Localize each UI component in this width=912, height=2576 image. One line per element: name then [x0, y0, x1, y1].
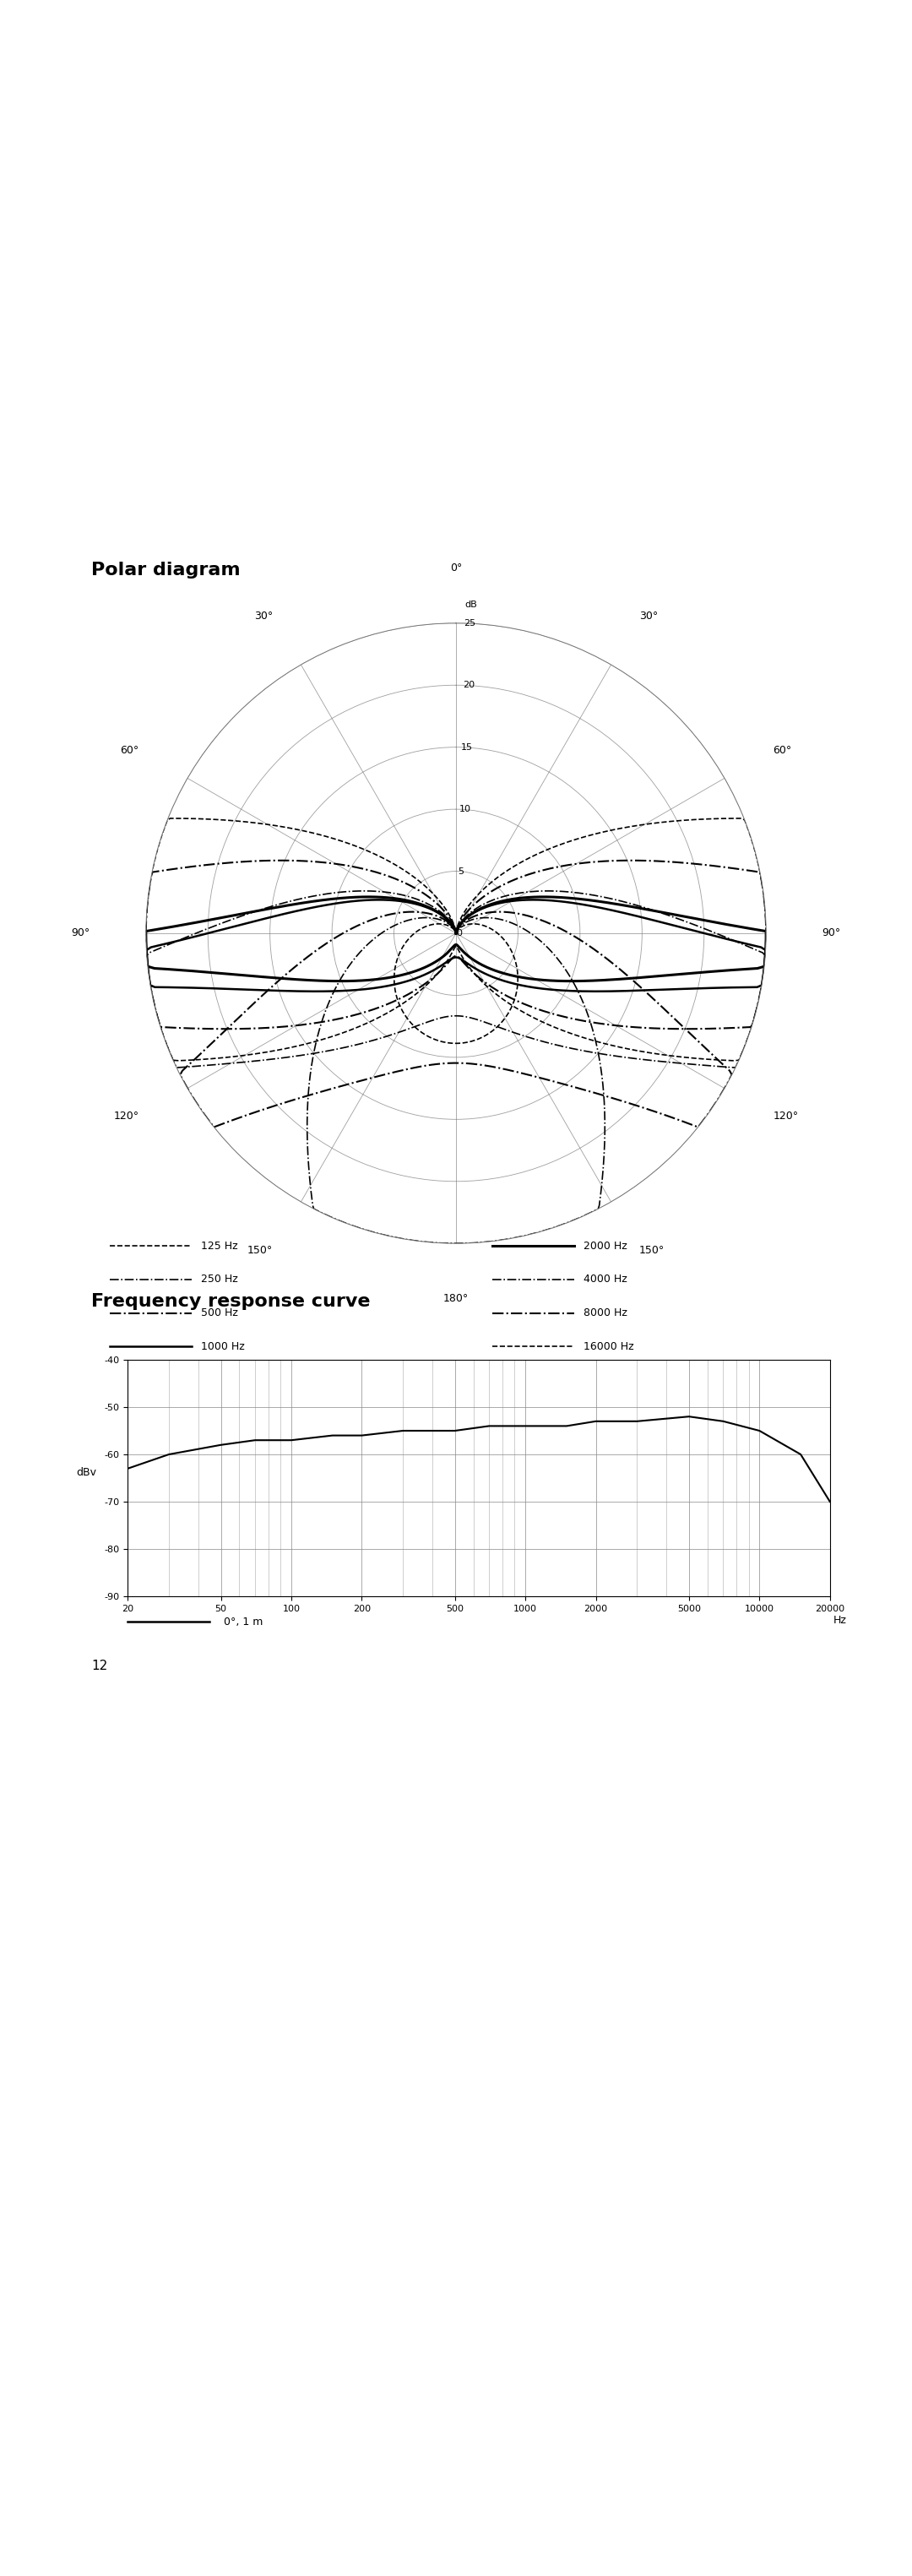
Text: 250 Hz: 250 Hz: [201, 1275, 238, 1285]
Text: 60°: 60°: [120, 744, 140, 755]
Text: Hz: Hz: [834, 1615, 847, 1625]
Text: 30°: 30°: [639, 611, 658, 621]
Text: Frequency response curve: Frequency response curve: [91, 1293, 370, 1309]
Text: 60°: 60°: [772, 744, 792, 755]
Text: 90°: 90°: [71, 927, 90, 938]
Text: 0°, 1 m: 0°, 1 m: [223, 1615, 263, 1628]
Text: 10: 10: [460, 806, 472, 814]
Text: 0: 0: [456, 930, 461, 938]
Text: 4000 Hz: 4000 Hz: [584, 1275, 627, 1285]
Text: dB: dB: [464, 600, 477, 608]
Text: 120°: 120°: [114, 1110, 140, 1121]
Text: 8000 Hz: 8000 Hz: [584, 1309, 627, 1319]
Text: 125 Hz: 125 Hz: [201, 1242, 237, 1252]
Text: 1000 Hz: 1000 Hz: [201, 1342, 244, 1352]
Text: 20: 20: [462, 680, 474, 690]
Text: 15: 15: [461, 742, 472, 752]
Text: 12: 12: [91, 1659, 108, 1672]
Text: 16000 Hz: 16000 Hz: [584, 1342, 634, 1352]
Text: 180°: 180°: [443, 1293, 469, 1303]
Text: 2000 Hz: 2000 Hz: [584, 1242, 627, 1252]
Text: 90°: 90°: [822, 927, 841, 938]
Text: 500 Hz: 500 Hz: [201, 1309, 238, 1319]
Text: 0°: 0°: [450, 562, 462, 574]
Text: 5: 5: [458, 868, 463, 876]
Text: 120°: 120°: [772, 1110, 798, 1121]
Text: 150°: 150°: [247, 1244, 273, 1255]
Text: 30°: 30°: [254, 611, 273, 621]
Text: Polar diagram: Polar diagram: [91, 562, 241, 580]
Y-axis label: dBv: dBv: [77, 1468, 97, 1479]
Text: 25: 25: [464, 618, 476, 629]
Text: 150°: 150°: [639, 1244, 665, 1255]
